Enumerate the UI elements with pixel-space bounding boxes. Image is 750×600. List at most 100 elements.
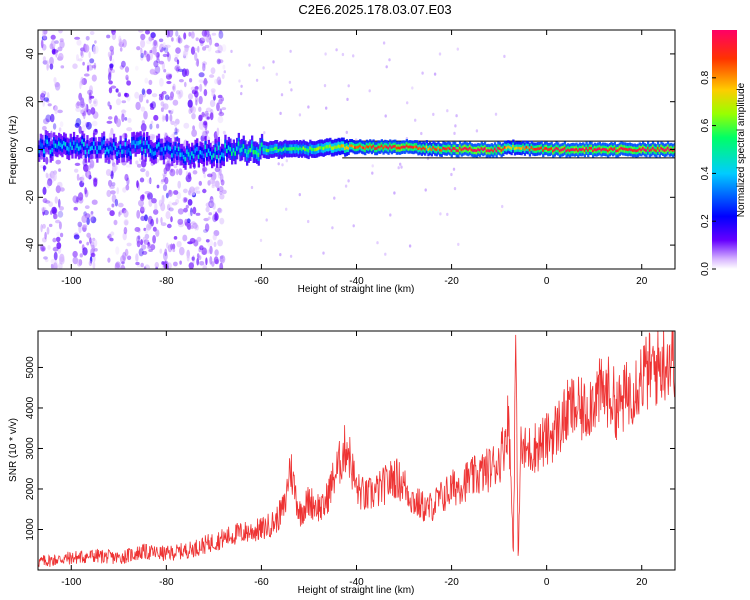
spectrogram-noise-cell (178, 89, 184, 98)
spectrogram-noise-cell (219, 173, 224, 183)
spectrogram-noise-cell (208, 212, 212, 216)
spectrogram-noise-cell (213, 256, 219, 265)
spectrogram-noise-cell (136, 46, 141, 51)
spectrogram-noise-cell (147, 224, 153, 229)
spectrogram-noise-cell (209, 99, 216, 108)
spectrogram-noise-cell (60, 232, 64, 238)
spectrogram-noise-cell (191, 129, 198, 138)
ridge-core-cell (522, 145, 525, 149)
ridge-core-cell (420, 147, 423, 151)
ridge-core-cell (197, 154, 200, 159)
y-tick-label: -20 (25, 190, 36, 205)
spectrogram-noise-cell (144, 77, 149, 84)
spectrogram-noise-cell (211, 90, 215, 97)
spectrogram-noise-cell (42, 100, 45, 107)
ridge-core-cell (182, 155, 186, 160)
spectrogram-noise-cell (188, 108, 192, 115)
spectrogram-noise-cell (124, 220, 129, 226)
ridge-core-cell (224, 143, 227, 148)
ridge-core-cell (262, 147, 265, 152)
spectrogram-noise-cell (153, 41, 157, 46)
spectrogram-noise-cell (149, 68, 155, 75)
ridge-core-cell (309, 146, 312, 150)
ridge-core-cell (349, 144, 352, 148)
spectrogram-noise-cell (147, 51, 153, 61)
ridge-core-cell (355, 146, 359, 149)
ridge-core-cell (177, 146, 181, 151)
spectrogram-noise-cell (159, 49, 163, 53)
spectrogram-noise-cell (154, 53, 158, 57)
spectrogram-noise-cell (141, 250, 148, 255)
spectrogram-noise-cell (149, 123, 153, 130)
spectrogram-noise-cell (172, 243, 176, 250)
spectrogram-noise-cell (47, 103, 52, 107)
spectrogram-noise-cell (89, 31, 95, 35)
spectrogram-noise-cell (212, 214, 218, 223)
ridge-core-cell (139, 139, 142, 145)
ridge-core-cell (136, 141, 139, 146)
spectrogram-noise-cell (221, 73, 225, 80)
spectrogram-noise-cell (94, 40, 97, 44)
spectrogram-noise-cell (408, 244, 412, 248)
spectrogram-noise-cell (151, 46, 157, 55)
ridge-core-cell (445, 147, 448, 151)
spectrogram-noise-cell (93, 100, 97, 104)
ridge-core-cell (429, 147, 432, 150)
spectrogram-noise-cell (50, 113, 55, 123)
ridge-core-cell (305, 148, 309, 152)
x-tick-label: -80 (159, 276, 174, 287)
ridge-core-cell (89, 146, 92, 151)
ridge-core-cell (199, 150, 202, 155)
spectrogram-noise-cell (162, 53, 168, 58)
spectrogram-noise-cell (196, 58, 200, 67)
spectrogram-noise-cell (209, 255, 213, 265)
ridge-core-cell (237, 141, 240, 146)
spectrogram-noise-cell (439, 212, 442, 216)
spectrogram-noise-cell (176, 168, 179, 176)
spectrogram-noise-cell (123, 219, 129, 226)
spectrogram-noise-cell (177, 34, 181, 44)
spectrogram-noise-cell (240, 92, 243, 96)
ridge-core-cell (166, 144, 169, 149)
spectrogram-noise-cell (139, 177, 145, 183)
ridge-core-cell (242, 144, 245, 149)
ridge-core-cell (583, 149, 586, 152)
spectrogram-noise-cell (121, 113, 125, 123)
spectrogram-noise-cell (171, 202, 178, 206)
ridge-core-cell (379, 145, 382, 149)
spectrogram-noise-cell (217, 79, 222, 86)
spectrogram-noise-cell (221, 97, 225, 102)
ridge-core-cell (557, 147, 560, 151)
spectrogram-noise-cell (55, 236, 61, 243)
ridge-core-cell (92, 141, 96, 146)
spectrogram-noise-cell (149, 177, 152, 185)
spectrogram-noise-cell (168, 189, 173, 197)
ridge-core-cell (144, 148, 147, 154)
spectrogram-noise-cell (170, 120, 176, 125)
spectrogram-noise-cell (214, 42, 220, 47)
ridge-core-cell (562, 148, 565, 151)
spectrogram-noise-cell (107, 207, 111, 212)
spectrogram-panel: -100 -80 -60 -40 -20 0 20 -40 -20 0 20 40 Height o… (8, 29, 676, 295)
ridge-core-cell (116, 151, 119, 157)
ridge-core-cell (389, 144, 392, 148)
spectrogram-noise-cell (110, 85, 117, 89)
spectrogram-noise-cell (217, 239, 224, 247)
spectrogram-noise-cell (168, 73, 173, 78)
ridge-core-cell (104, 149, 107, 155)
spectrogram-noise-cell (90, 211, 94, 215)
ridge-core-cell (317, 146, 320, 150)
spectrogram-noise-cell (190, 46, 196, 55)
ridge-core-cell (48, 141, 51, 146)
ridge-core-cell (394, 144, 397, 148)
ridge-core-cell (72, 140, 76, 145)
ridge-core-cell (472, 149, 475, 152)
spectrogram-noise-cell (198, 114, 203, 122)
spectrogram-noise-cell (86, 65, 90, 72)
spectrogram-noise-cell (80, 51, 85, 58)
ridge-core-cell (382, 146, 385, 150)
spectrogram-noise-cell (203, 229, 208, 233)
spectrogram-noise-cell (143, 227, 147, 232)
spectrogram-noise-cell (86, 232, 91, 238)
spectrogram-noise-cell (219, 191, 223, 195)
